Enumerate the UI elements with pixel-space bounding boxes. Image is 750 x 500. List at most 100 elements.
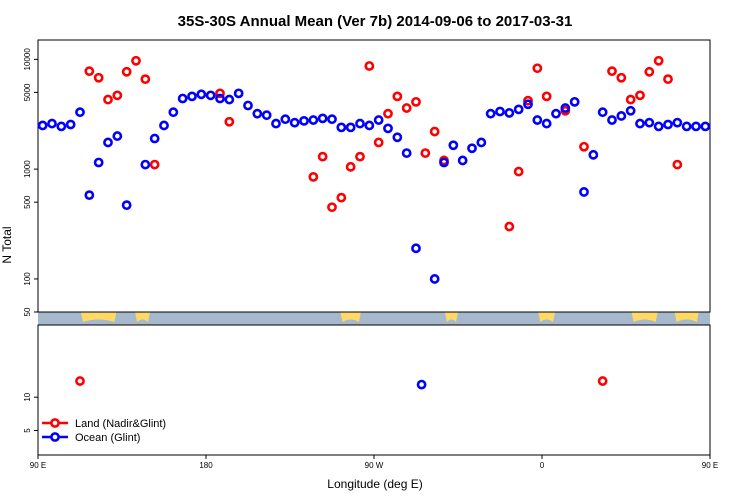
x-tick-label-4: 90 E bbox=[702, 461, 718, 470]
upper-panel-frame bbox=[37, 39, 711, 313]
ocean-point-7 bbox=[103, 137, 113, 148]
legend-marker-1 bbox=[50, 432, 60, 442]
ocean-point-27 bbox=[299, 115, 309, 126]
ocean-point-3 bbox=[65, 119, 76, 130]
ocean-point-44 bbox=[467, 143, 477, 154]
ocean-point-62 bbox=[635, 118, 645, 129]
ocean-point-5 bbox=[84, 190, 95, 201]
ocean-point-23 bbox=[261, 110, 272, 121]
ocean-point-22 bbox=[252, 108, 263, 119]
x-tick-label-0: 90 E bbox=[30, 461, 46, 470]
ocean-point-38 bbox=[401, 148, 412, 158]
land-segment-3 bbox=[444, 312, 458, 322]
ocean-point-31 bbox=[336, 122, 347, 133]
upper-y-tick-label-3: 500 bbox=[23, 195, 32, 209]
ocean-point-34 bbox=[364, 120, 375, 131]
land-point-17 bbox=[373, 137, 384, 148]
legend-marker-0 bbox=[50, 418, 60, 428]
ocean-point-21 bbox=[243, 100, 253, 111]
land-point-29 bbox=[541, 91, 552, 102]
land-point-0 bbox=[84, 66, 95, 77]
land-point-7 bbox=[149, 159, 160, 170]
land-point-22 bbox=[420, 148, 431, 158]
ocean-point-11 bbox=[149, 133, 160, 144]
x-axis: 90 E 180 90 W 0 90 E bbox=[30, 455, 718, 470]
legend-label-0: Land (Nadir&Glint) bbox=[75, 418, 166, 430]
land-point-18 bbox=[383, 108, 393, 119]
ocean-point-25 bbox=[280, 114, 291, 125]
ocean-point-26 bbox=[289, 117, 300, 128]
ocean-point-65 bbox=[663, 119, 673, 130]
ocean-point-49 bbox=[513, 104, 524, 115]
ocean-point-48 bbox=[504, 108, 515, 118]
upper-y-tick-label-5: 50 bbox=[23, 307, 32, 316]
land-point-9 bbox=[224, 116, 235, 127]
ocean-point-42 bbox=[448, 140, 459, 151]
land-point-12 bbox=[327, 202, 337, 213]
land-point-21 bbox=[411, 96, 421, 107]
ocean-point-43 bbox=[457, 155, 468, 166]
ocean-point-32 bbox=[345, 122, 356, 133]
landmask-strip bbox=[38, 312, 710, 325]
x-axis-label: Longitude (deg E) bbox=[327, 477, 422, 491]
land-point-26 bbox=[513, 166, 524, 177]
chart-title: 35S-30S Annual Mean (Ver 7b) 2014-09-06 … bbox=[178, 13, 573, 30]
ocean-point-20 bbox=[233, 88, 244, 99]
x-tick-label-2: 90 W bbox=[365, 461, 384, 470]
land-lower-point-0 bbox=[75, 376, 85, 386]
land-point-15 bbox=[355, 151, 365, 162]
land-point-20 bbox=[401, 103, 412, 113]
ocean-point-18 bbox=[215, 93, 225, 104]
land-point-10 bbox=[308, 171, 319, 182]
ocean-point-68 bbox=[691, 121, 701, 132]
ocean-point-24 bbox=[271, 118, 281, 129]
ocean-point-0 bbox=[37, 120, 48, 131]
ocean-point-14 bbox=[177, 93, 188, 104]
ocean-point-19 bbox=[224, 94, 235, 105]
y-axis-label: N Total bbox=[0, 226, 14, 263]
land-segment-5 bbox=[631, 312, 658, 322]
land-segment-6 bbox=[674, 312, 699, 322]
land-point-37 bbox=[653, 55, 664, 66]
land-point-23 bbox=[429, 126, 440, 137]
land-point-31 bbox=[579, 141, 589, 152]
ocean-point-51 bbox=[532, 115, 543, 125]
land-point-35 bbox=[635, 90, 645, 101]
land-point-13 bbox=[336, 192, 347, 203]
land-point-11 bbox=[317, 151, 328, 162]
land-point-32 bbox=[607, 66, 617, 77]
ocean-point-56 bbox=[579, 187, 589, 197]
ocean-point-17 bbox=[205, 90, 216, 101]
ocean-point-64 bbox=[653, 121, 664, 132]
land-point-19 bbox=[392, 91, 403, 102]
ocean-point-59 bbox=[607, 115, 617, 125]
lower-y-tick-label-1: 5 bbox=[23, 428, 32, 433]
upper-panel-axis: 10000 5000 1000 500 100 50 bbox=[23, 39, 711, 316]
ocean-point-35 bbox=[373, 115, 384, 125]
ocean-point-13 bbox=[168, 107, 179, 118]
land-segment-2 bbox=[340, 312, 361, 322]
lower-y-tick-label-0: 10 bbox=[23, 392, 32, 401]
land-point-34 bbox=[625, 94, 636, 105]
land-point-5 bbox=[131, 55, 141, 66]
ocean-point-53 bbox=[551, 108, 561, 119]
ocean-point-60 bbox=[616, 111, 627, 121]
ocean-point-16 bbox=[196, 89, 207, 100]
ocean-point-46 bbox=[485, 108, 496, 119]
upper-y-tick-label-4: 100 bbox=[23, 272, 32, 286]
ocean-point-15 bbox=[187, 91, 197, 102]
ocean-point-41 bbox=[439, 157, 449, 168]
ocean-point-33 bbox=[355, 118, 365, 129]
ocean-point-36 bbox=[383, 123, 393, 134]
land-point-36 bbox=[644, 66, 655, 77]
land-point-39 bbox=[672, 159, 683, 170]
upper-y-tick-label-0: 10000 bbox=[23, 48, 32, 71]
ocean-point-63 bbox=[644, 117, 655, 128]
ocean-point-12 bbox=[159, 120, 169, 131]
ocean-point-29 bbox=[317, 113, 328, 124]
land-point-6 bbox=[140, 74, 151, 85]
ocean-lower-point-0 bbox=[416, 379, 427, 390]
ocean-point-30 bbox=[327, 114, 337, 125]
upper-y-tick-label-1: 5000 bbox=[23, 83, 32, 101]
ocean-point-55 bbox=[569, 96, 580, 107]
